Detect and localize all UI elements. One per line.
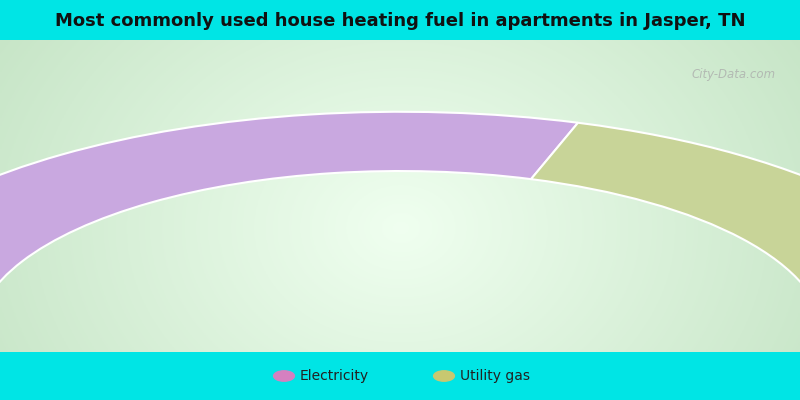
- Text: Utility gas: Utility gas: [460, 369, 530, 383]
- Text: Electricity: Electricity: [300, 369, 369, 383]
- Text: City-Data.com: City-Data.com: [692, 68, 776, 81]
- Text: Most commonly used house heating fuel in apartments in Jasper, TN: Most commonly used house heating fuel in…: [54, 12, 746, 30]
- Wedge shape: [531, 123, 800, 336]
- Wedge shape: [0, 112, 578, 336]
